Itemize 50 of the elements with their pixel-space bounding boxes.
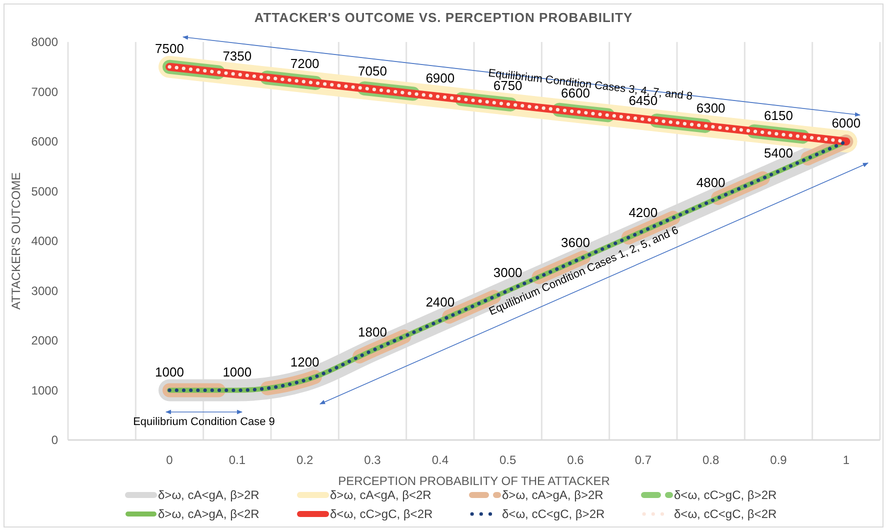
data-label: 3000	[493, 264, 522, 280]
y-tick-label: 6000	[31, 134, 58, 149]
y-tick-label: 0	[51, 433, 58, 448]
data-label: 1000	[222, 364, 252, 380]
x-tick-label: 0.2	[296, 453, 314, 467]
legend-label: δ>ω, cA>gA, β>2R	[502, 488, 604, 502]
x-tick-label: 0	[166, 453, 174, 467]
data-label: 1000	[155, 364, 184, 380]
x-tick-label: 0.7	[634, 453, 652, 467]
y-tick-label: 8000	[31, 35, 58, 50]
data-label: 7500	[155, 40, 184, 56]
data-label: 5400	[764, 145, 793, 160]
legend-label: δ>ω, cA>gA, β<2R	[158, 507, 260, 522]
chart-title: ATTACKER'S OUTCOME VS. PERCEPTION PROBABILITY	[254, 10, 633, 25]
data-label: 7200	[290, 56, 320, 71]
x-tick-label: 0.5	[499, 453, 516, 467]
data-label: 6900	[426, 70, 455, 86]
y-tick-label: 7000	[31, 84, 58, 99]
data-label: 7050	[358, 63, 387, 78]
data-label: 1200	[290, 354, 320, 370]
x-tick-label: 0.4	[432, 453, 449, 467]
y-tick-label: 5000	[31, 184, 58, 198]
annotation: Equilibrium Condition Case 9	[133, 416, 275, 428]
legend-label: δ<ω, cC<gC, β>2R	[502, 507, 605, 522]
x-tick-label: 0.8	[702, 453, 720, 467]
y-tick-label: 4000	[31, 234, 58, 248]
x-tick-label: 1	[842, 453, 850, 467]
y-axis-title: ATTACKER'S OUTCOME	[9, 172, 23, 310]
y-tick-label: 2000	[31, 334, 58, 348]
legend-label: δ<ω, cC>gC, β>2R	[674, 488, 777, 502]
legend-label: δ>ω, cA<gA, β>2R	[158, 488, 260, 502]
x-tick-label: 0.9	[770, 453, 788, 467]
data-label: 7350	[222, 48, 252, 64]
legend-label: δ<ω, cC>gC, β<2R	[330, 507, 433, 522]
data-label: 6300	[696, 100, 726, 116]
data-label: 3600	[561, 234, 590, 250]
data-label: 4800	[696, 175, 726, 190]
x-tick-label: 0.1	[228, 453, 246, 467]
legend-label: δ<ω, cC<gC, β<2R	[674, 507, 777, 522]
x-tick-label: 0.3	[364, 453, 382, 467]
x-tick-label: 0.6	[567, 453, 584, 467]
legend-label: δ>ω, cA<gA, β<2R	[330, 488, 432, 502]
x-axis-title: PERCEPTION PROBABILITY OF THE ATTACKER	[338, 474, 610, 488]
data-label: 2400	[426, 294, 455, 310]
y-tick-label: 1000	[31, 383, 58, 398]
y-tick-label: 3000	[31, 284, 58, 298]
data-label: 6150	[764, 108, 793, 124]
data-label: 1800	[358, 324, 387, 340]
data-label: 4200	[628, 205, 658, 220]
data-label: 6000	[832, 116, 861, 130]
